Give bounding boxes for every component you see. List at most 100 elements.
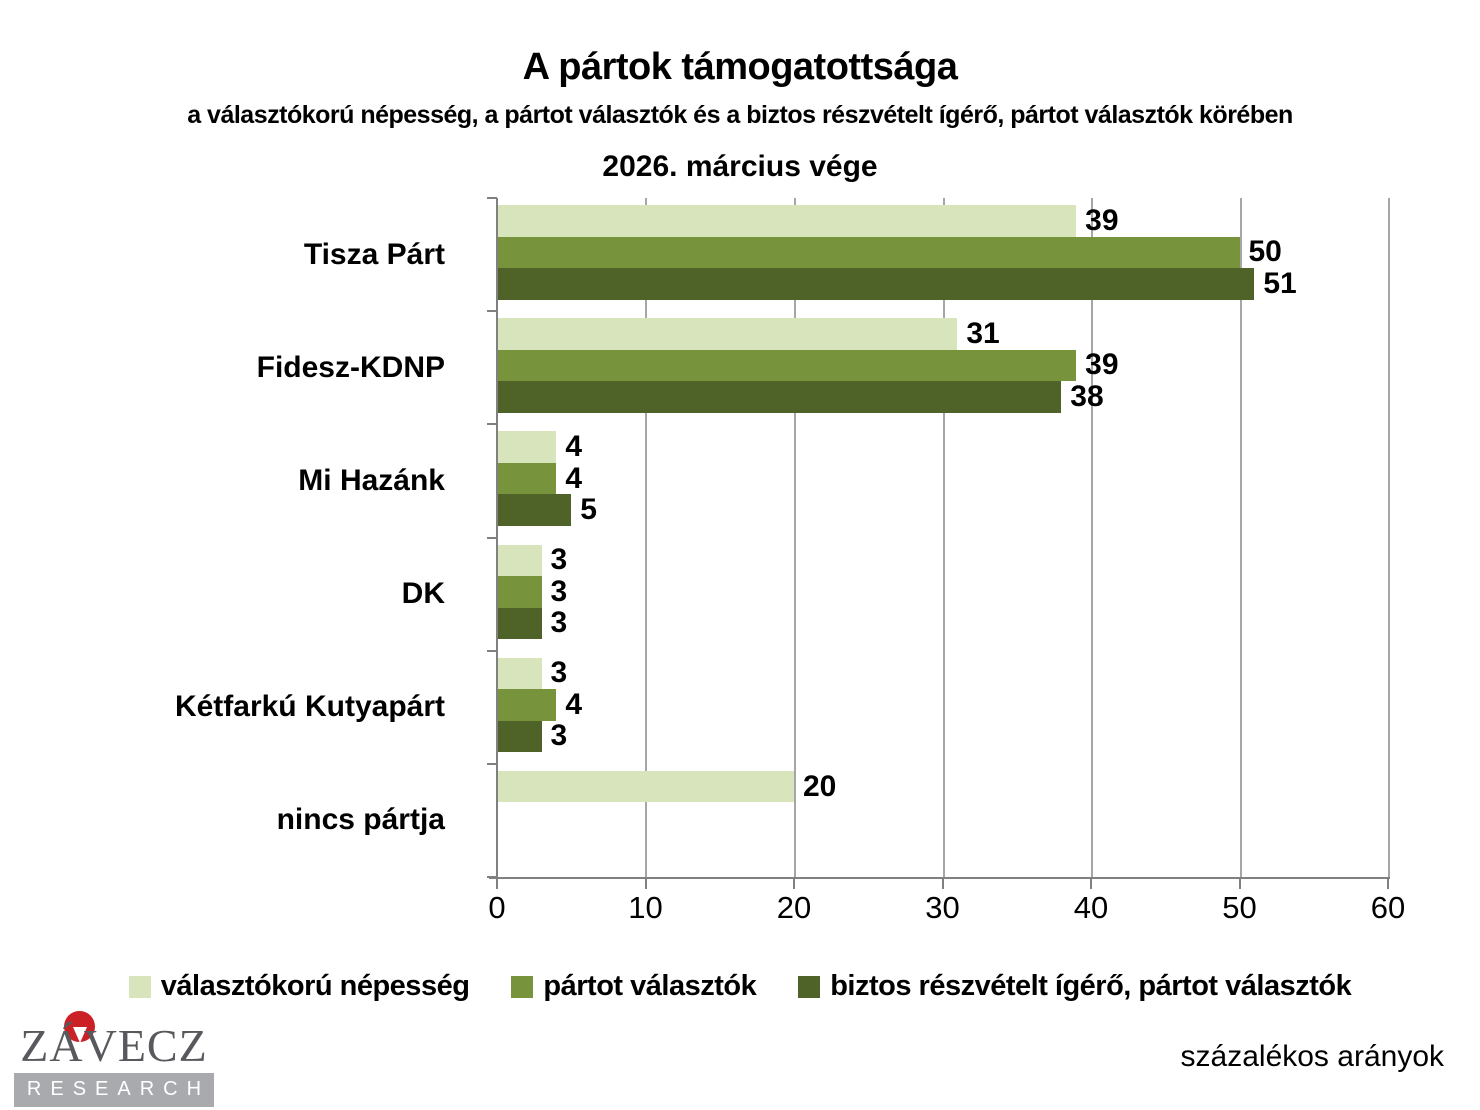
category-band: 31 39 38 xyxy=(497,311,1388,424)
legend-swatch-icon xyxy=(128,975,151,998)
bar-value-label: 39 xyxy=(1085,203,1119,237)
legend-label: biztos részvételt ígérő, pártot választó… xyxy=(830,970,1352,1002)
x-tick-mark xyxy=(496,879,498,889)
bar-slot: 51 xyxy=(497,268,1388,300)
x-tick-mark xyxy=(793,879,795,889)
logo-wordmark: ZÁVECZ xyxy=(14,1011,214,1072)
gridline xyxy=(1239,198,1242,877)
x-tick-label: 30 xyxy=(925,890,960,925)
bar-Fidesz-KDNP-biztos részvételt ígérő, pártot választók xyxy=(497,381,1062,413)
bar-Tisza Párt-biztos részvételt ígérő, pártot választók xyxy=(497,268,1255,300)
bar-slot: 3 xyxy=(497,719,1388,753)
page-title: A pártok támogatottsága xyxy=(522,46,958,88)
bar-Mi Hazánk-biztos részvételt ígérő, pártot választók xyxy=(497,494,572,526)
y-tick-mark xyxy=(487,197,497,199)
bar-Fidesz-KDNP-választókorú népesség xyxy=(497,318,958,350)
x-tick-label: 40 xyxy=(1073,890,1109,925)
legend-swatch-icon xyxy=(798,975,821,998)
category-label: nincs pártja xyxy=(276,803,445,837)
bar-DK-választókorú népesség xyxy=(497,544,542,576)
bar-slot: 3 xyxy=(497,656,1388,690)
zavecz-research-logo: ZÁVECZ RESEARCH xyxy=(14,1011,214,1107)
y-tick-mark xyxy=(487,310,497,313)
chart-legend: választókorú népesség pártot választók biz… xyxy=(0,970,1480,1003)
legend-swatch-icon xyxy=(511,975,534,998)
y-tick-mark xyxy=(487,762,497,765)
bar-slot: 4 xyxy=(497,431,1388,463)
bar-value-label: 3 xyxy=(550,719,568,753)
category-label: Mi Hazánk xyxy=(298,463,445,497)
bar-value-label: 50 xyxy=(1248,235,1282,269)
bar-value-label: 4 xyxy=(565,461,583,495)
bar-DK-pártot választók xyxy=(497,576,542,608)
y-tick-mark xyxy=(487,423,497,426)
footnote-percentages: százalékos arányok xyxy=(1180,1040,1444,1073)
bar-value-label: 20 xyxy=(802,769,837,803)
x-tick-mark xyxy=(1238,879,1241,889)
bar-slot: 5 xyxy=(497,494,1388,526)
bar-value-label: 3 xyxy=(550,656,568,690)
bar-Mi Hazánk-választókorú népesség xyxy=(497,431,557,463)
legend-item: választókorú népesség xyxy=(128,970,470,1003)
bar-Mi Hazánk-pártot választók xyxy=(497,462,557,495)
x-tick-label: 0 xyxy=(488,890,506,925)
gridline xyxy=(645,198,648,877)
x-tick-label: 10 xyxy=(628,890,663,925)
bar-slot: 38 xyxy=(497,381,1388,413)
bar-slot: 4 xyxy=(497,689,1388,721)
bar-nincs pártja-választókorú népesség xyxy=(497,770,794,803)
category-label: DK xyxy=(401,577,445,611)
bar-value-label: 4 xyxy=(565,430,583,464)
gridline xyxy=(1090,198,1093,877)
bar-slot: 3 xyxy=(497,543,1388,577)
bar-value-label: 5 xyxy=(580,493,597,527)
category-labels: Tisza Párt Fidesz-KDNP Mi Hazánk DK Kétfarkú… xyxy=(0,198,471,877)
x-axis-line xyxy=(489,877,1390,879)
bar-value-label: 4 xyxy=(565,687,583,721)
x-tick-mark xyxy=(644,879,647,889)
y-tick-mark xyxy=(487,536,497,539)
bar-slot: 31 xyxy=(497,318,1388,350)
bar-value-label: 38 xyxy=(1070,379,1104,413)
logo-line1: ZÁVECZ xyxy=(20,1020,208,1071)
legend-label: pártot választók xyxy=(543,970,757,1002)
gridline xyxy=(1388,198,1390,877)
bar-slot: 4 xyxy=(497,461,1388,495)
legend-label: választókorú népesség xyxy=(160,970,470,1002)
y-tick-mark xyxy=(487,649,497,652)
category-label: Kétfarkú Kutyapárt xyxy=(174,690,445,724)
plot-area: 39 50 51 31 39 38 4 4 5 3 3 3 3 4 3 20 xyxy=(497,198,1390,877)
bar-value-label: 51 xyxy=(1263,266,1297,300)
legend-item: biztos részvételt ígérő, pártot választó… xyxy=(798,970,1352,1003)
bar-slot: 39 xyxy=(497,348,1388,382)
x-tick-mark xyxy=(1387,879,1389,889)
page-subtitle: a választókorú népesség, a pártot válasz… xyxy=(187,101,1293,129)
x-tick-label: 60 xyxy=(1370,890,1406,925)
bar-value-label: 3 xyxy=(550,574,568,608)
bar-Kétfarkú Kutyapárt-választókorú népesség xyxy=(497,657,542,690)
legend-item: pártot választók xyxy=(511,970,757,1003)
bar-Tisza Párt-pártot választók xyxy=(497,236,1240,268)
bar-DK-biztos részvételt ígérő, pártot választók xyxy=(497,607,542,639)
bar-Tisza Párt-választókorú népesség xyxy=(497,205,1077,237)
x-tick-mark xyxy=(1090,879,1092,889)
y-axis-line xyxy=(496,198,498,877)
bar-slot: 3 xyxy=(497,606,1388,640)
x-tick-label: 50 xyxy=(1222,890,1257,925)
bar-slot: 3 xyxy=(497,576,1388,608)
gridline xyxy=(793,198,796,877)
bar-Kétfarkú Kutyapárt-pártot választók xyxy=(497,689,557,721)
bar-value-label: 3 xyxy=(550,543,568,577)
x-tick-mark xyxy=(941,879,944,889)
bar-value-label: 3 xyxy=(550,606,568,640)
category-band: 39 50 51 xyxy=(497,198,1388,311)
category-band: 20 xyxy=(497,764,1388,877)
bar-value-label: 39 xyxy=(1085,348,1119,382)
gridline xyxy=(942,198,945,877)
bar-slot: 39 xyxy=(497,205,1388,237)
x-tick-label: 20 xyxy=(776,890,812,925)
category-label: Tisza Párt xyxy=(303,237,445,271)
